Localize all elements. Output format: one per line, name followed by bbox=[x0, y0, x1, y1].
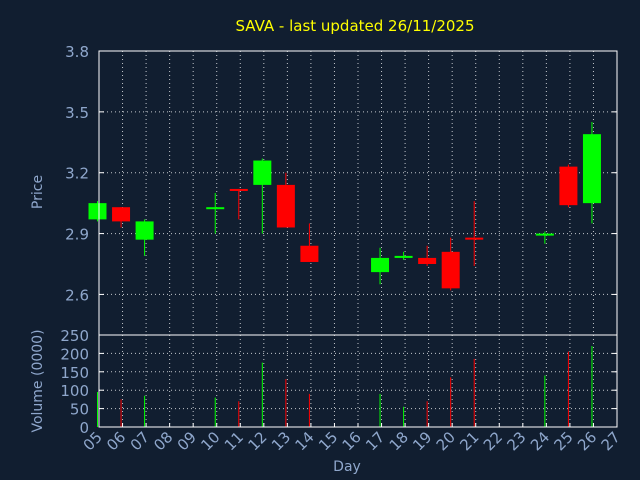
grid-layer bbox=[98, 50, 618, 428]
price-tick-label: 2.9 bbox=[65, 226, 89, 244]
candle-body bbox=[300, 245, 319, 262]
candle-10 bbox=[206, 193, 225, 234]
volume-axis-label: Volume (0000) bbox=[30, 329, 46, 432]
x-tick-label: 09 bbox=[174, 428, 200, 454]
volume-tick-label: 50 bbox=[70, 401, 89, 419]
volume-tick-label: 150 bbox=[60, 364, 89, 382]
candle-20 bbox=[441, 237, 460, 291]
candle-body bbox=[394, 255, 413, 258]
candle-body bbox=[112, 207, 131, 222]
x-tick-label: 07 bbox=[127, 428, 153, 454]
price-tick-label: 3.2 bbox=[65, 165, 89, 183]
candle-21 bbox=[465, 201, 484, 267]
candle-body bbox=[559, 166, 578, 206]
volume-panel-frame bbox=[98, 334, 618, 428]
price-tick-label: 2.6 bbox=[65, 286, 89, 304]
candle-5 bbox=[88, 201, 107, 222]
chart-title: SAVA - last updated 26/11/2025 bbox=[235, 17, 474, 35]
candle-17 bbox=[371, 247, 390, 285]
candle-6 bbox=[112, 207, 131, 228]
candle-11 bbox=[229, 188, 248, 220]
x-tick-label: 19 bbox=[409, 428, 435, 454]
candle-24 bbox=[535, 231, 554, 244]
candle-14 bbox=[300, 223, 319, 262]
candle-body bbox=[465, 237, 484, 240]
price-tick-label: 3.8 bbox=[65, 43, 89, 61]
candle-body bbox=[371, 257, 390, 273]
candle-body bbox=[253, 160, 272, 185]
candle-12 bbox=[253, 158, 272, 234]
candle-body bbox=[535, 233, 554, 236]
volume-tick-label: 200 bbox=[60, 345, 89, 363]
x-tick-label: 21 bbox=[456, 428, 482, 454]
volume-tick-label: 100 bbox=[60, 382, 89, 400]
candle-18 bbox=[394, 251, 413, 260]
candle-body bbox=[441, 251, 460, 289]
price-panel-frame bbox=[98, 50, 618, 336]
candle-25 bbox=[559, 164, 578, 208]
x-tick-label: 10 bbox=[197, 428, 223, 454]
volume-tick-label: 250 bbox=[60, 327, 89, 345]
candle-body bbox=[229, 188, 248, 191]
x-tick-label: 22 bbox=[480, 428, 506, 454]
x-tick-label: 13 bbox=[268, 428, 294, 454]
x-tick-label: 27 bbox=[598, 428, 624, 454]
x-tick-label: 24 bbox=[527, 428, 553, 454]
candle-13 bbox=[276, 172, 295, 228]
candle-19 bbox=[418, 245, 437, 267]
x-tick-label: 08 bbox=[150, 428, 176, 454]
x-tick-label: 16 bbox=[339, 428, 365, 454]
x-tick-label: 11 bbox=[221, 428, 247, 454]
candle-body bbox=[206, 207, 225, 210]
candle-7 bbox=[135, 219, 154, 256]
candle-body bbox=[135, 221, 154, 240]
candle-body bbox=[88, 203, 107, 220]
x-tick-label: 18 bbox=[386, 428, 412, 454]
x-axis-label: Day bbox=[333, 459, 361, 475]
x-tick-label: 20 bbox=[433, 428, 459, 454]
x-tick-label: 06 bbox=[103, 428, 129, 454]
x-tick-label: 17 bbox=[362, 428, 388, 454]
candle-body bbox=[276, 184, 295, 228]
candle-body bbox=[582, 134, 601, 204]
x-tick-label: 25 bbox=[551, 428, 577, 454]
price-tick-label: 3.5 bbox=[65, 104, 89, 122]
x-tick-label: 15 bbox=[315, 428, 341, 454]
x-tick-label: 14 bbox=[292, 428, 318, 454]
price-axis-label: Price bbox=[30, 175, 46, 209]
volume-tick-label: 0 bbox=[79, 419, 89, 437]
x-tick-label: 23 bbox=[503, 428, 529, 454]
candle-body bbox=[418, 257, 437, 264]
candle-26 bbox=[582, 122, 601, 224]
x-tick-label: 26 bbox=[574, 428, 600, 454]
x-tick-label: 12 bbox=[244, 428, 270, 454]
marks-layer bbox=[88, 122, 601, 427]
